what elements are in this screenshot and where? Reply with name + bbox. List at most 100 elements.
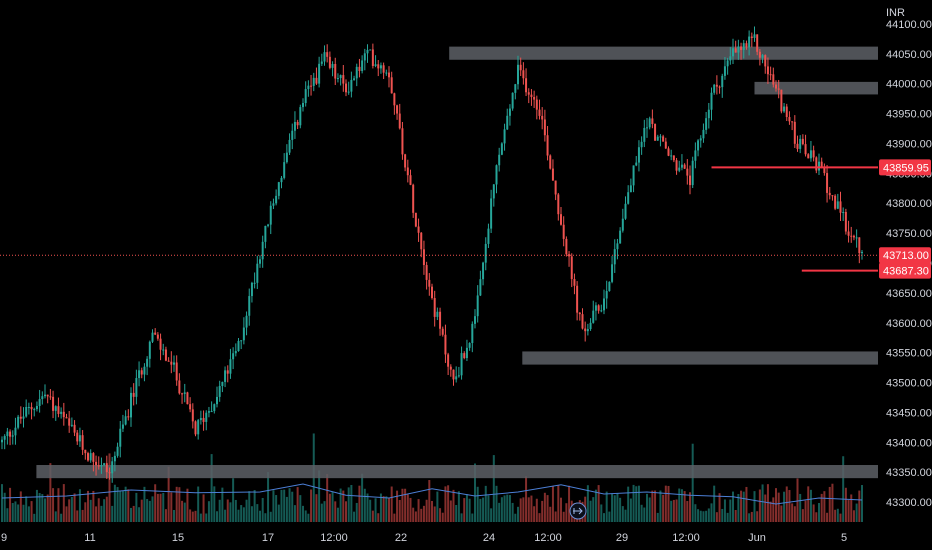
volume-bar bbox=[143, 486, 146, 522]
candle-body bbox=[119, 428, 122, 447]
candle-body bbox=[366, 49, 369, 54]
volume-bar bbox=[487, 495, 490, 522]
candle-body bbox=[826, 173, 829, 193]
volume-bar bbox=[41, 494, 44, 522]
candle-body bbox=[259, 259, 261, 264]
supply-demand-zone[interactable] bbox=[522, 351, 878, 365]
volume-bar bbox=[705, 510, 708, 522]
candle-body bbox=[339, 75, 342, 79]
supply-demand-zone[interactable] bbox=[36, 465, 878, 479]
candle-body bbox=[562, 224, 565, 239]
candle-body bbox=[809, 150, 812, 159]
candle-body bbox=[307, 85, 310, 90]
candle-body bbox=[535, 99, 538, 110]
volume-bar bbox=[366, 493, 369, 522]
volume-bar bbox=[839, 513, 842, 522]
candle-body bbox=[269, 205, 272, 225]
volume-bar bbox=[815, 512, 818, 522]
candle-body bbox=[401, 128, 404, 155]
volume-bar bbox=[240, 505, 243, 522]
candle-body bbox=[705, 118, 708, 130]
candle-body bbox=[629, 185, 632, 193]
volume-bar bbox=[339, 488, 342, 522]
candle-body bbox=[490, 198, 493, 229]
candle-body bbox=[560, 214, 562, 225]
volume-bar bbox=[398, 499, 401, 522]
volume-bar bbox=[159, 493, 162, 522]
volume-bar bbox=[97, 498, 100, 522]
candle-body bbox=[30, 406, 33, 410]
supply-demand-zone[interactable] bbox=[449, 46, 878, 60]
y-tick-label: 44000.00 bbox=[886, 79, 932, 91]
candle-body bbox=[299, 107, 302, 126]
y-tick-label: 43800.00 bbox=[886, 198, 932, 210]
candle-body bbox=[670, 155, 673, 157]
volume-bar bbox=[460, 513, 463, 522]
candle-body bbox=[264, 225, 267, 242]
candle-body bbox=[46, 394, 49, 397]
volume-bar bbox=[65, 506, 68, 522]
candle-body bbox=[363, 53, 366, 61]
candle-body bbox=[769, 74, 772, 76]
time-axis[interactable] bbox=[0, 522, 932, 550]
candle-body bbox=[9, 431, 12, 437]
volume-bar bbox=[119, 490, 122, 522]
volume-bar bbox=[154, 484, 157, 522]
candle-body bbox=[138, 370, 141, 379]
volume-bar bbox=[471, 513, 474, 522]
candle-body bbox=[742, 43, 745, 51]
candle-body bbox=[186, 392, 189, 405]
volume-bar bbox=[592, 497, 595, 522]
candle-body bbox=[748, 36, 751, 48]
y-tick-label: 43300.00 bbox=[886, 497, 932, 509]
candle-body bbox=[452, 369, 455, 380]
candle-body bbox=[267, 224, 270, 226]
candle-body bbox=[624, 203, 627, 219]
volume-bar bbox=[221, 487, 224, 522]
candle-body bbox=[828, 192, 831, 196]
volume-bar bbox=[1, 484, 3, 522]
scroll-to-realtime-button[interactable] bbox=[569, 502, 587, 520]
volume-bar bbox=[785, 486, 788, 522]
volume-bar bbox=[336, 507, 339, 522]
volume-bar bbox=[608, 511, 611, 522]
volume-bar bbox=[740, 490, 743, 522]
candle-body bbox=[519, 64, 522, 71]
candle-body bbox=[756, 34, 759, 52]
candle-body bbox=[487, 228, 490, 244]
volume-bar bbox=[748, 513, 751, 522]
volume-bar bbox=[670, 500, 673, 522]
candle-body bbox=[551, 168, 554, 181]
candle-body bbox=[17, 416, 20, 428]
level-price-badge-bg bbox=[879, 159, 931, 176]
candle-body bbox=[850, 235, 853, 237]
candle-body bbox=[226, 370, 229, 374]
volume-bar bbox=[777, 492, 780, 522]
volume-bar bbox=[431, 500, 433, 522]
candle-body bbox=[842, 211, 845, 213]
y-tick-label: 43500.00 bbox=[886, 378, 932, 390]
candle-body bbox=[565, 238, 568, 255]
x-axis-ticks: 9 11 15 17 12:00 22 24 12:00 29 12:00 Jun 5 bbox=[1, 532, 847, 544]
candle-body bbox=[22, 416, 25, 419]
candle-body bbox=[726, 60, 729, 67]
volume-bar bbox=[812, 504, 815, 522]
volume-bar bbox=[199, 513, 202, 522]
volume-bar bbox=[46, 494, 49, 522]
volume-bar bbox=[382, 496, 385, 522]
volume-bar bbox=[35, 489, 38, 522]
volume-bar bbox=[557, 485, 560, 522]
candle-body bbox=[390, 77, 393, 94]
supply-demand-zone[interactable] bbox=[754, 81, 879, 95]
candle-body bbox=[578, 312, 581, 315]
volume-bar bbox=[310, 489, 313, 522]
volume-bar bbox=[371, 510, 374, 522]
candle-body bbox=[355, 66, 358, 79]
candle-body bbox=[484, 243, 487, 263]
volume-bar bbox=[713, 485, 716, 522]
volume-bar bbox=[19, 491, 22, 522]
candle-body bbox=[834, 195, 837, 209]
volume-bar bbox=[514, 513, 517, 522]
volume-bar bbox=[218, 499, 221, 522]
